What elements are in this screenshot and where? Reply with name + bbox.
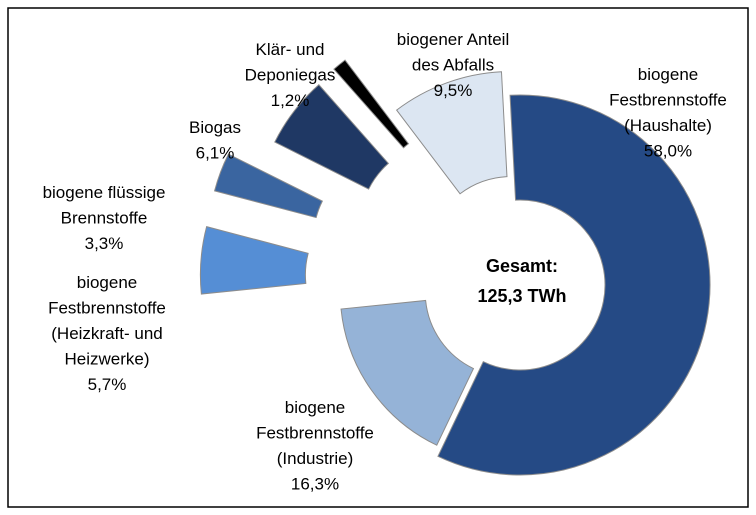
slice [437, 94, 711, 476]
slice-label: biogener Anteil des Abfalls [397, 30, 509, 75]
center-label: 125,3 TWh [477, 286, 566, 306]
value-label: 6,1% [196, 144, 235, 163]
value-label: 58,0% [644, 142, 692, 161]
slice [199, 226, 309, 295]
value-label: 5,7% [88, 375, 127, 394]
slice-label: biogene Festbrennstoffe (Industrie) [256, 398, 374, 468]
slice [340, 299, 475, 446]
value-label: 9,5% [434, 81, 473, 100]
center-label: Gesamt: [486, 256, 558, 276]
value-label: 1,2% [271, 91, 310, 110]
slice-label: biogene flüssige Brennstoffe [43, 183, 166, 228]
labels: biogene Festbrennstoffe (Haushalte) 58,0% bi… [43, 30, 727, 494]
slice [213, 153, 324, 219]
value-label: 16,3% [291, 475, 339, 494]
slice-label: Biogas [189, 118, 241, 137]
slice [333, 59, 410, 149]
slice-label: biogene Festbrennstoffe (Heizkraft- und Hei… [48, 273, 166, 369]
slice-label: biogene Festbrennstoffe (Haushalte) [609, 65, 727, 135]
slices [199, 59, 711, 476]
slice [395, 71, 508, 195]
value-label: 3,3% [85, 234, 124, 253]
slice [274, 84, 390, 190]
slice-label: Klär- und Deponiegas [245, 40, 336, 85]
